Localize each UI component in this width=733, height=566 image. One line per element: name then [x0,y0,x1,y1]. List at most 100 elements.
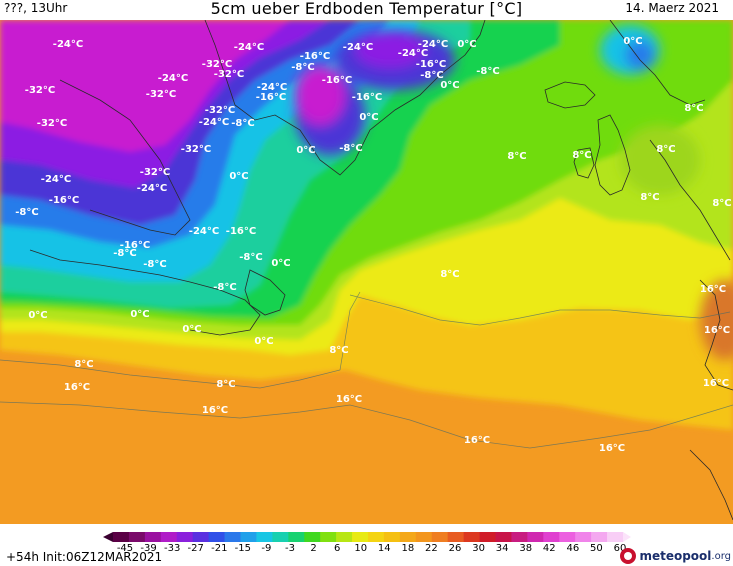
field-greenland-cold-core [355,32,425,68]
colorbar-cell [463,532,481,542]
coastline-labrador [29,249,261,336]
isotherm-label: -16°C [256,92,286,103]
isotherm-label: -24°C [418,39,448,50]
colorbar-tick-label: -15 [235,543,251,554]
isotherm-label: -32°C [205,105,235,116]
isotherm-label: 8°C [640,192,659,203]
isotherm-label: -16°C [120,240,150,251]
isotherm-label: -24°C [53,39,83,50]
isotherm-label: -24°C [398,48,428,59]
map-title: 5cm ueber Erdboden Temperatur [°C] [210,0,523,18]
colorbar-cell [383,532,401,542]
colorbar-cell [352,532,369,542]
header: ???, 13Uhr 5cm ueber Erdboden Temperatur… [0,0,733,20]
isotherm-label: -32°C [214,69,244,80]
isotherm-label: -16°C [352,92,382,103]
isotherm-label: -16°C [226,226,256,237]
isotherm-label: 16°C [202,405,228,416]
isotherm-label: 16°C [700,284,726,295]
field-iberia-brown [700,280,733,360]
isotherm-label: -16°C [49,195,79,206]
isotherm-label: 0°C [229,171,248,182]
colorbar-tick-label: 60 [614,543,627,554]
isotherm-label: -8°C [113,248,136,259]
colorbar-tick-label: 14 [378,543,391,554]
isotherm-12 [349,294,731,326]
isotherm-label: -8°C [213,282,236,293]
field-europe-olive [620,125,700,195]
colorbar-tick-label: 38 [519,543,532,554]
colorbar-cell [527,532,544,542]
isotherm-label: 16°C [464,435,490,446]
isotherm-label: -24°C [234,42,264,53]
field-greenland-inner [295,65,345,125]
colorbar-cell [543,532,560,542]
colorbar-tick-label: 18 [401,543,414,554]
colorbar-tick-label: 10 [354,543,367,554]
isotherm-label: 16°C [703,378,729,389]
colorbar: -45 -39 -33 -27 -21 -15 -9 -3 2 6 10 14 18 22 26 30 34 38… [103,532,631,554]
colorbar-cell [479,532,496,542]
isotherm-label: 8°C [684,103,703,114]
colorbar-cell [511,532,528,542]
coastline-africa [689,449,733,521]
colorbar-cell [144,532,162,542]
isotherm-label: -8°C [476,66,499,77]
colorbar-cell [591,532,608,542]
isotherm-label: 16°C [704,325,730,336]
colorbar-tick-label: 26 [449,543,462,554]
colorbar-cell [447,532,465,542]
isotherm-label: 8°C [572,150,591,161]
isotherm-label: 8°C [329,345,348,356]
colorbar-tick-label: -3 [285,543,295,554]
isotherm-label: -16°C [300,51,330,62]
coastline-greenland [204,20,486,176]
coastline-iceland [544,81,596,109]
isotherm-label: -16°C [416,59,446,70]
isotherm-label: -8°C [143,259,166,270]
isotherm-label: -24°C [189,226,219,237]
isotherm-label: -16°C [322,75,352,86]
colorbar-cell [272,532,289,542]
isotherm-label: -8°C [231,118,254,129]
colorbar-tick-label: 22 [425,543,438,554]
colorbar-cell [288,532,305,542]
logo-tld: .org [711,550,731,562]
isotherm-label: 0°C [130,309,149,320]
colorbar-tick-label: 42 [543,543,556,554]
colorbar-cells [113,532,624,542]
colorbar-cell [336,532,353,542]
meteopool-logo[interactable]: meteopool .org [620,546,731,566]
colorbar-cell [431,532,449,542]
isotherm-label: -32°C [37,118,67,129]
colorbar-cell [224,532,241,542]
isotherm-label: 8°C [440,269,459,280]
colorbar-cell [575,532,592,542]
colorbar-cell [176,532,194,542]
colorbar-cell [192,532,210,542]
colorbar-cell [160,532,178,542]
valid-date-label: 14. Maerz 2021 [625,1,719,15]
temperature-map: -24°C -24°C-16°C-24°C -24°C 0°C 0°C-32°C -8°C… [0,20,733,524]
colorbar-tick-label: -27 [188,543,204,554]
isotherm-label: -32°C [181,144,211,155]
isotherm-label: -24°C [158,73,188,84]
isotherm-label: -8°C [339,143,362,154]
isotherm-label: 0°C [296,145,315,156]
isotherm-label: 16°C [64,382,90,393]
isotherm-label: -32°C [146,89,176,100]
colorbar-cell [208,532,226,542]
isotherm-label: 0°C [271,258,290,269]
isotherm-label: 8°C [216,379,235,390]
colorbar-tick-label: 50 [590,543,603,554]
isotherm-label: -32°C [25,85,55,96]
field-scandinavia-blue [625,40,655,70]
colorbar-cell [113,532,130,542]
colorbar-cell [304,532,321,542]
colorbar-cell [240,532,257,542]
isotherm-label: -32°C [140,167,170,178]
isotherm-label: 8°C [74,359,93,370]
isotherm-label: -8°C [291,62,314,73]
coastline-ireland [573,147,595,179]
colorbar-cell [399,532,417,542]
